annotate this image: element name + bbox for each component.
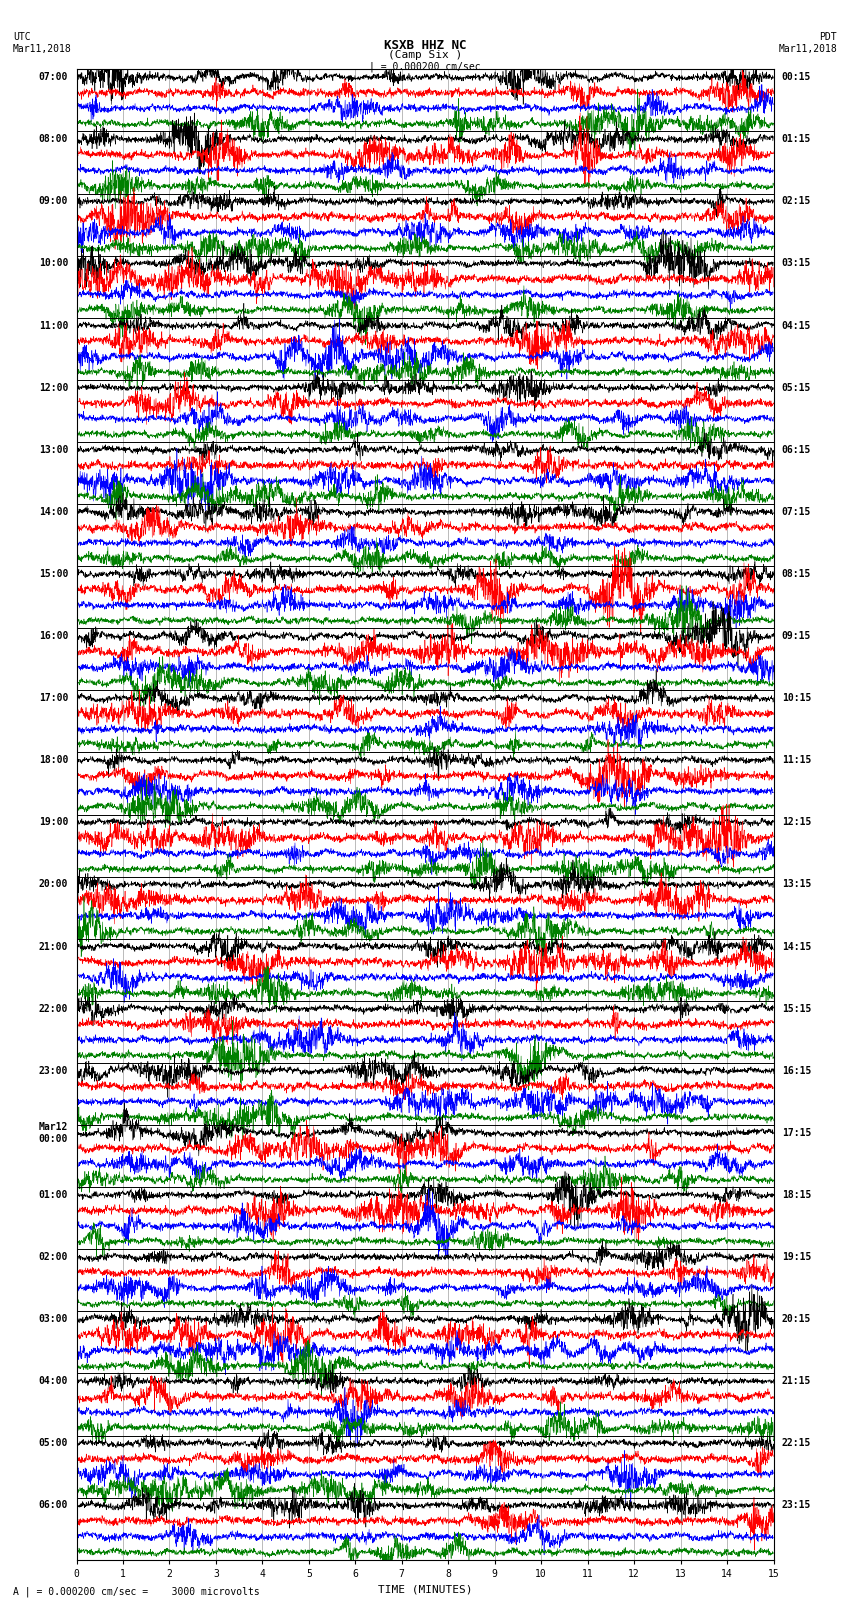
Text: 10:15: 10:15 — [782, 694, 811, 703]
Text: 14:15: 14:15 — [782, 942, 811, 952]
Text: 05:15: 05:15 — [782, 382, 811, 392]
Text: 07:00: 07:00 — [39, 73, 68, 82]
Text: 09:00: 09:00 — [39, 197, 68, 206]
Text: 14:00: 14:00 — [39, 506, 68, 516]
Text: 09:15: 09:15 — [782, 631, 811, 640]
Text: 02:00: 02:00 — [39, 1252, 68, 1261]
Text: 08:15: 08:15 — [782, 569, 811, 579]
Text: UTC: UTC — [13, 32, 31, 42]
Text: 00:15: 00:15 — [782, 73, 811, 82]
Text: 02:15: 02:15 — [782, 197, 811, 206]
Text: Mar12
00:00: Mar12 00:00 — [39, 1123, 68, 1144]
Text: 05:00: 05:00 — [39, 1439, 68, 1448]
Text: 13:00: 13:00 — [39, 445, 68, 455]
Text: 01:00: 01:00 — [39, 1190, 68, 1200]
Text: A | = 0.000200 cm/sec =    3000 microvolts: A | = 0.000200 cm/sec = 3000 microvolts — [13, 1586, 259, 1597]
Text: 04:00: 04:00 — [39, 1376, 68, 1386]
Text: 17:15: 17:15 — [782, 1127, 811, 1137]
Text: 22:00: 22:00 — [39, 1003, 68, 1013]
X-axis label: TIME (MINUTES): TIME (MINUTES) — [377, 1584, 473, 1594]
Text: 16:15: 16:15 — [782, 1066, 811, 1076]
Text: 21:00: 21:00 — [39, 942, 68, 952]
Text: KSXB HHZ NC: KSXB HHZ NC — [383, 39, 467, 52]
Text: 20:00: 20:00 — [39, 879, 68, 889]
Text: 10:00: 10:00 — [39, 258, 68, 268]
Text: 20:15: 20:15 — [782, 1315, 811, 1324]
Text: | = 0.000200 cm/sec: | = 0.000200 cm/sec — [369, 61, 481, 73]
Text: 06:15: 06:15 — [782, 445, 811, 455]
Text: 03:15: 03:15 — [782, 258, 811, 268]
Text: 12:15: 12:15 — [782, 818, 811, 827]
Text: 07:15: 07:15 — [782, 506, 811, 516]
Text: 19:15: 19:15 — [782, 1252, 811, 1261]
Text: 17:00: 17:00 — [39, 694, 68, 703]
Text: 15:15: 15:15 — [782, 1003, 811, 1013]
Text: 19:00: 19:00 — [39, 818, 68, 827]
Text: 11:00: 11:00 — [39, 321, 68, 331]
Text: 15:00: 15:00 — [39, 569, 68, 579]
Text: Mar11,2018: Mar11,2018 — [779, 44, 837, 53]
Text: 23:15: 23:15 — [782, 1500, 811, 1510]
Text: 18:15: 18:15 — [782, 1190, 811, 1200]
Text: 21:15: 21:15 — [782, 1376, 811, 1386]
Text: 22:15: 22:15 — [782, 1439, 811, 1448]
Text: 12:00: 12:00 — [39, 382, 68, 392]
Text: 11:15: 11:15 — [782, 755, 811, 765]
Text: 08:00: 08:00 — [39, 134, 68, 144]
Text: 01:15: 01:15 — [782, 134, 811, 144]
Text: 23:00: 23:00 — [39, 1066, 68, 1076]
Text: 06:00: 06:00 — [39, 1500, 68, 1510]
Text: PDT: PDT — [819, 32, 837, 42]
Text: Mar11,2018: Mar11,2018 — [13, 44, 71, 53]
Text: (Camp Six ): (Camp Six ) — [388, 50, 462, 60]
Text: 16:00: 16:00 — [39, 631, 68, 640]
Text: 04:15: 04:15 — [782, 321, 811, 331]
Text: 03:00: 03:00 — [39, 1315, 68, 1324]
Text: 13:15: 13:15 — [782, 879, 811, 889]
Text: 18:00: 18:00 — [39, 755, 68, 765]
